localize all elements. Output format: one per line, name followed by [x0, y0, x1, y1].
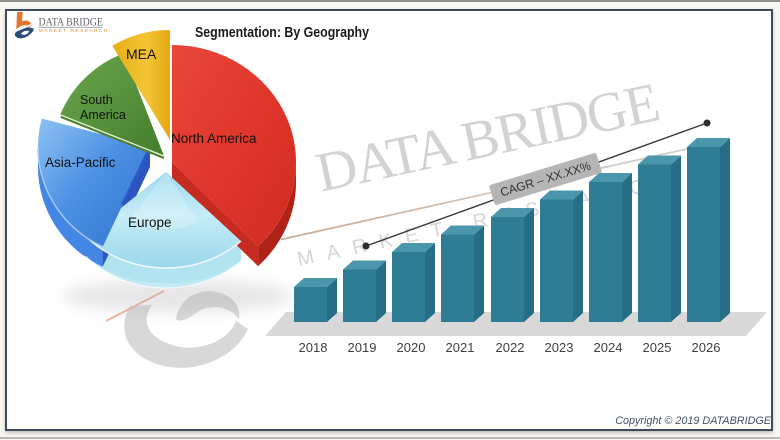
svg-text:2024: 2024 — [594, 340, 623, 355]
svg-text:2021: 2021 — [446, 340, 475, 355]
svg-text:2022: 2022 — [496, 340, 525, 355]
svg-text:2026: 2026 — [692, 340, 721, 355]
svg-text:Segmentation: By Geography: Segmentation: By Geography — [195, 24, 370, 41]
svg-text:Europe: Europe — [128, 215, 172, 230]
svg-text:MEA: MEA — [126, 46, 157, 62]
svg-text:Asia-Pacific: Asia-Pacific — [45, 155, 116, 170]
svg-text:MARKET RESEARCH: MARKET RESEARCH — [39, 28, 109, 33]
svg-text:2018: 2018 — [299, 340, 328, 355]
svg-text:2025: 2025 — [643, 340, 672, 355]
svg-text:North America: North America — [171, 131, 257, 146]
svg-text:DATA BRIDGE: DATA BRIDGE — [39, 14, 104, 28]
svg-text:2023: 2023 — [545, 340, 574, 355]
svg-text:America: America — [80, 108, 126, 122]
svg-text:Copyright © 2019 DATABRIDGE: Copyright © 2019 DATABRIDGE — [615, 415, 772, 427]
svg-text:South: South — [80, 93, 113, 107]
svg-text:2019: 2019 — [348, 340, 377, 355]
svg-text:2020: 2020 — [397, 340, 426, 355]
